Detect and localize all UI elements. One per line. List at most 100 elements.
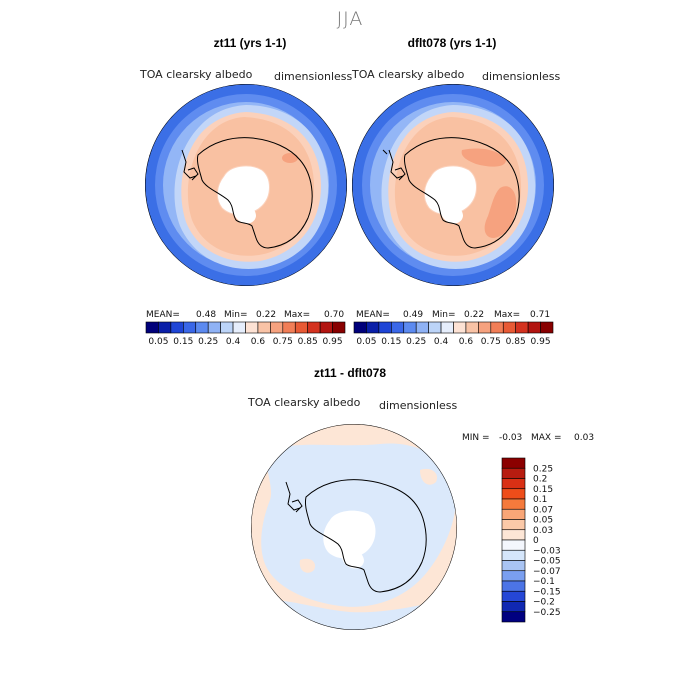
colorbar-swatch (257, 321, 271, 334)
legend-swatch (501, 549, 526, 561)
colorbar-swatch (378, 321, 392, 334)
colorbar-swatch (270, 321, 284, 334)
colorbar-tick-label: 0.75 (481, 337, 501, 347)
legend-swatch (501, 457, 526, 469)
colorbar-swatch (403, 321, 417, 334)
colorbar-tick-label: 0.95 (531, 337, 551, 347)
colorbar-tick-label: 0.15 (173, 337, 193, 347)
colorbar-swatch (170, 321, 184, 334)
difference-units: dimensionless (379, 399, 458, 412)
colorbar-swatch (415, 321, 429, 334)
colorbar-tick-label: 0.6 (251, 337, 266, 347)
colorbar-swatch (440, 321, 454, 334)
legend-label: 0.05 (533, 516, 553, 526)
legend-label: −0.15 (533, 587, 561, 597)
panel-2-units: dimensionless (482, 70, 561, 83)
panel-1-max-label: Max= (284, 310, 311, 320)
legend-swatch (501, 478, 526, 490)
colorbar-swatch (391, 321, 405, 334)
map-panel-2 (352, 84, 554, 286)
colorbar-tick-label: 0.4 (226, 337, 241, 347)
map-difference (251, 424, 457, 630)
colorbar-swatch (453, 321, 467, 334)
colorbar-tick-label: 0.4 (434, 337, 449, 347)
panel-1-max: 0.70 (324, 310, 345, 320)
colorbar-swatch (232, 321, 246, 334)
colorbar-swatch (527, 321, 541, 334)
colorbar-tick-label: 0.85 (298, 337, 318, 347)
legend-label: 0.1 (533, 495, 547, 505)
colorbar-swatch (478, 321, 492, 334)
legend-swatch (501, 560, 526, 572)
legend-swatch (501, 601, 526, 613)
colorbar-swatch (282, 321, 296, 334)
colorbar-swatch (220, 321, 234, 334)
legend-label: 0.25 (533, 464, 553, 474)
colorbar-swatch (158, 321, 172, 334)
colorbar-swatch (366, 321, 380, 334)
colorbar-swatch (294, 321, 308, 334)
legend-label: 0.2 (533, 475, 547, 485)
legend-swatch (501, 529, 526, 541)
legend-label: 0.03 (533, 526, 553, 536)
colorbar-tick-label: 0.75 (273, 337, 293, 347)
colorbar-tick-label: 0.25 (198, 337, 218, 347)
legend-label: −0.03 (533, 546, 561, 556)
colorbar-tick-label: 0.95 (323, 337, 343, 347)
panel-2-max-label: Max= (494, 310, 521, 320)
colorbar-swatch (183, 321, 197, 334)
colorbar-swatch (195, 321, 209, 334)
colorbar-tick-label: 0.25 (406, 337, 426, 347)
colorbar-swatch (465, 321, 479, 334)
legend-label: 0.07 (533, 505, 553, 515)
colorbar-swatch (502, 321, 516, 334)
legend-label: −0.25 (533, 608, 561, 618)
panel-2-min: 0.22 (464, 310, 485, 320)
legend-label: 0.15 (533, 485, 553, 495)
difference-title: zt11 - dflt078 (313, 366, 387, 380)
difference-max: 0.03 (574, 433, 595, 443)
panel-2-mean: 0.49 (403, 310, 424, 320)
difference-variable: TOA clearsky albedo (248, 396, 361, 409)
panel-2-title: dflt078 (yrs 1-1) (407, 36, 497, 50)
map-panel-1 (145, 84, 347, 286)
panel-2-max: 0.71 (530, 310, 551, 320)
legend-label: −0.1 (533, 577, 555, 587)
legend-swatch (501, 498, 526, 510)
colorbar-swatch (245, 321, 259, 334)
legend-label: −0.2 (533, 598, 555, 608)
colorbar-swatch (490, 321, 504, 334)
colorbar-difference: 0.250.20.150.10.070.050.030−0.03−0.05−0.… (501, 457, 561, 623)
colorbar-panel-1: 0.05 0.15 0.25 0.4 0.6 0.75 0.85 0.95 (145, 321, 346, 347)
colorbar-tick-label: 0.6 (459, 337, 474, 347)
panel-1-min: 0.22 (256, 310, 277, 320)
colorbar-tick-label: 0.85 (506, 337, 526, 347)
colorbar-swatch (307, 321, 321, 334)
season-title: JJA (336, 8, 364, 30)
difference-max-label: MAX = (531, 433, 562, 443)
legend-swatch (501, 467, 526, 479)
panel-2-variable: TOA clearsky albedo (352, 68, 465, 81)
colorbar-tick-label: 0.05 (148, 337, 168, 347)
colorbar-tick-label: 0.05 (356, 337, 376, 347)
panel-1-title: zt11 (yrs 1-1) (213, 36, 287, 50)
panel-1-min-label: Min= (224, 310, 248, 320)
legend-swatch (501, 488, 526, 500)
panel-1-variable: TOA clearsky albedo (140, 68, 253, 81)
legend-swatch (501, 519, 526, 531)
colorbar-swatch (145, 321, 159, 334)
legend-swatch (501, 611, 526, 623)
colorbar-swatch (540, 321, 554, 334)
colorbar-swatch (332, 321, 346, 334)
legend-swatch (501, 590, 526, 602)
legend-swatch (501, 539, 526, 551)
legend-label: 0 (533, 536, 539, 546)
difference-min-label: MIN = (462, 433, 490, 443)
colorbar-tick-label: 0.15 (381, 337, 401, 347)
colorbar-swatch (207, 321, 221, 334)
legend-swatch (501, 570, 526, 582)
legend-label: −0.05 (533, 557, 561, 567)
legend-label: −0.07 (533, 567, 561, 577)
panel-1-mean-label: MEAN= (146, 310, 180, 320)
